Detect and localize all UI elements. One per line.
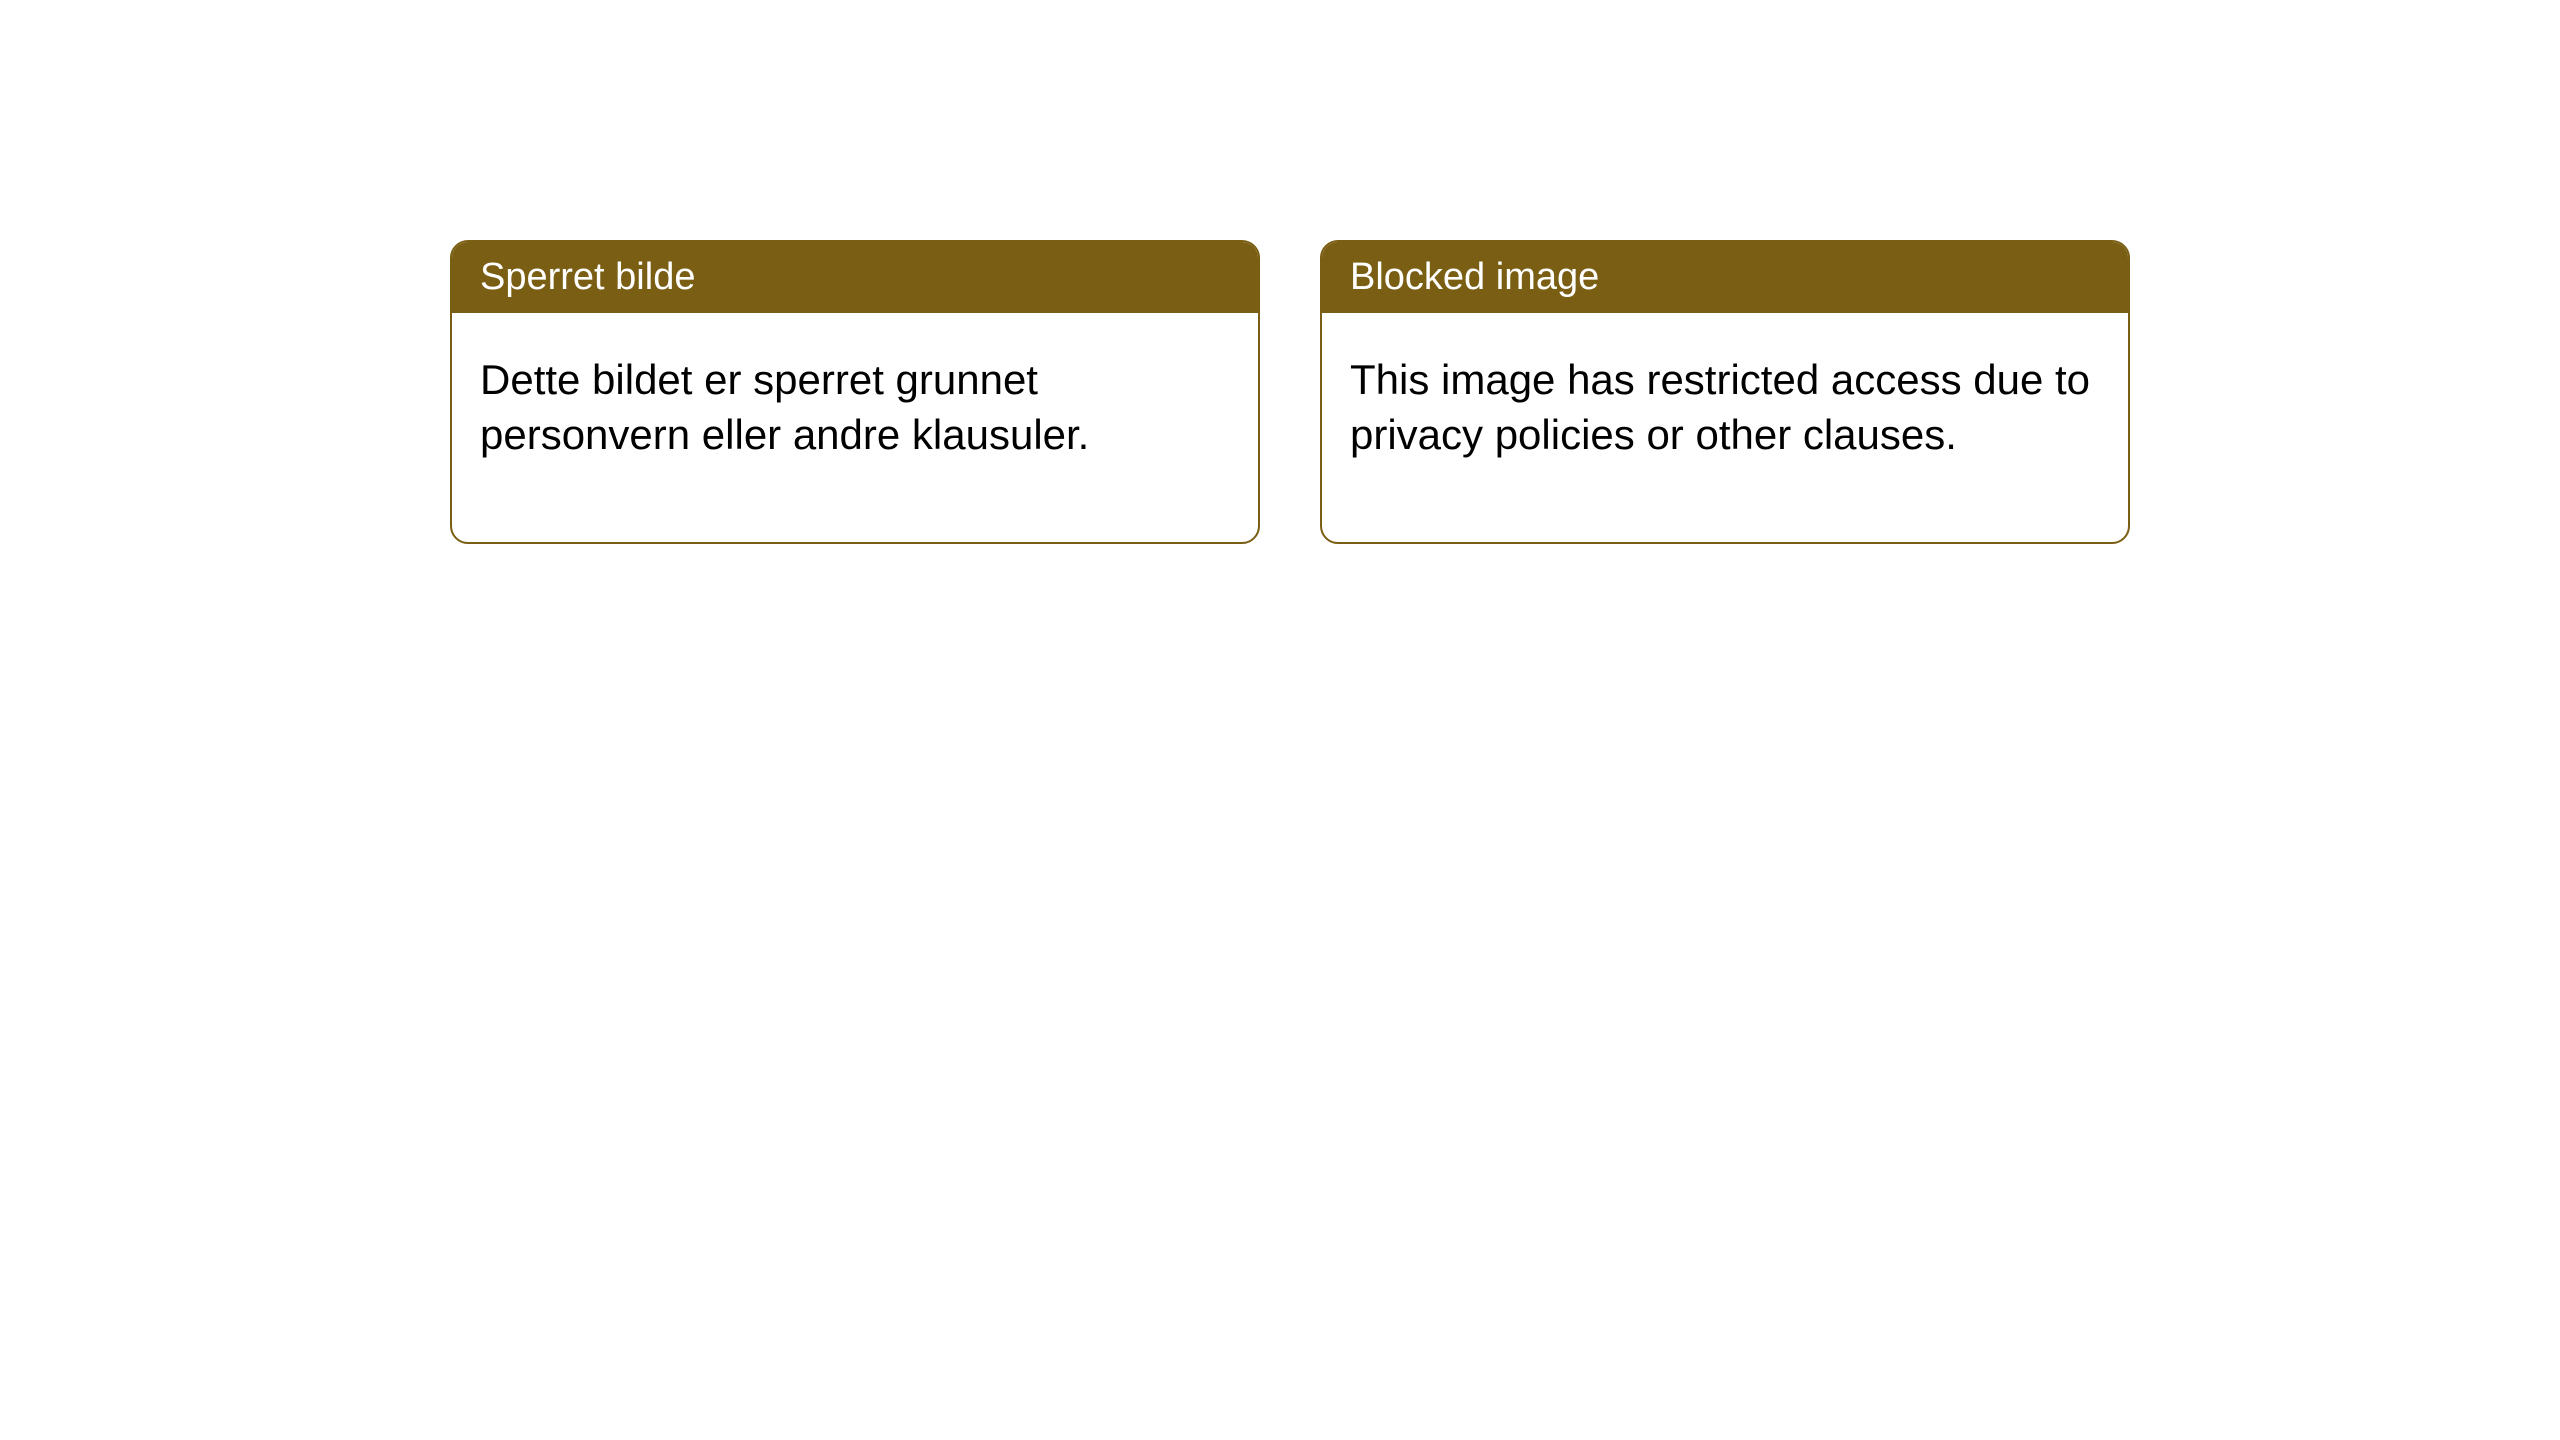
notice-title-en: Blocked image bbox=[1322, 242, 2128, 313]
notice-container: Sperret bilde Dette bildet er sperret gr… bbox=[450, 240, 2130, 544]
notice-body-en: This image has restricted access due to … bbox=[1322, 313, 2128, 542]
notice-card-no: Sperret bilde Dette bildet er sperret gr… bbox=[450, 240, 1260, 544]
notice-title-no: Sperret bilde bbox=[452, 242, 1258, 313]
notice-card-en: Blocked image This image has restricted … bbox=[1320, 240, 2130, 544]
notice-body-no: Dette bildet er sperret grunnet personve… bbox=[452, 313, 1258, 542]
